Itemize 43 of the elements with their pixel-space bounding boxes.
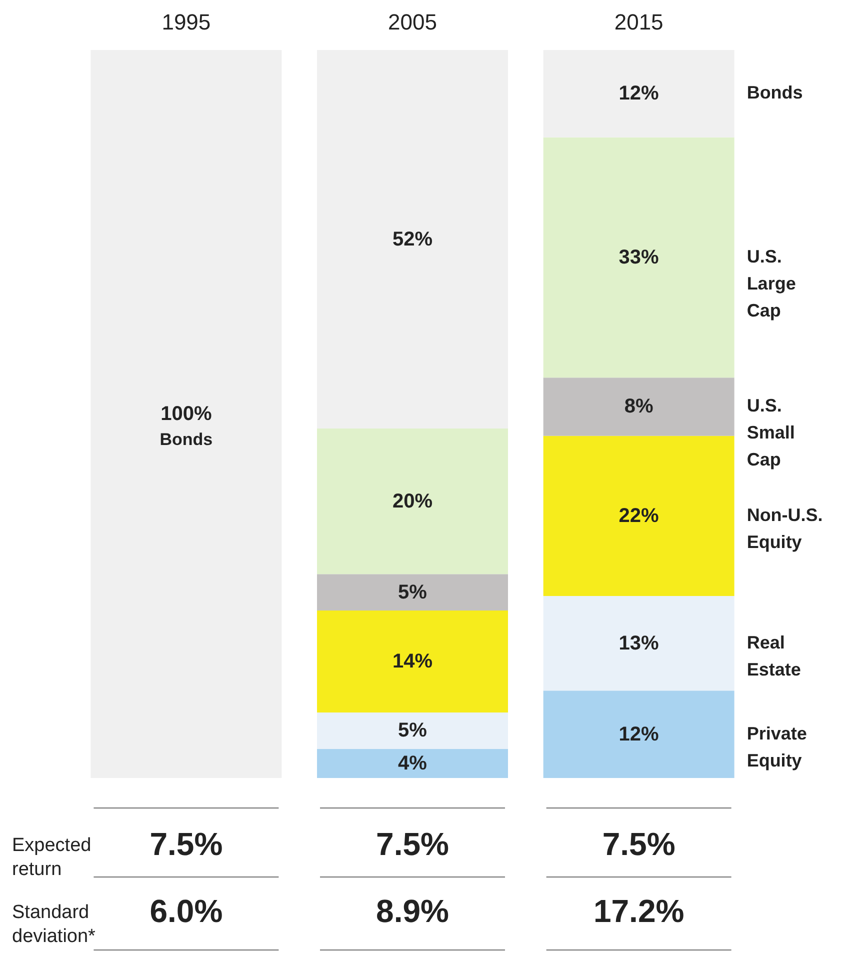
bar (543, 690, 734, 778)
series-label: U.S. Large Cap (746, 246, 796, 320)
data-label: 14% (392, 650, 433, 673)
text: 7.5% (376, 826, 449, 862)
text: 8.9% (376, 893, 449, 929)
data-label: 52% (392, 228, 433, 250)
data-label: 20% (392, 490, 433, 512)
series-label: U.S. Small Cap (746, 396, 795, 470)
series-label: Private Equity (746, 723, 807, 770)
bar (543, 596, 734, 691)
text: 7.5% (150, 826, 223, 862)
data-label: 5% (398, 581, 428, 604)
x-tick-label: 2015 (614, 10, 664, 34)
data-label: 33% (618, 246, 660, 268)
data-label: 22% (618, 504, 660, 527)
text: 17.2% (593, 893, 684, 929)
text: 7.5% (602, 826, 676, 862)
bar (317, 610, 508, 712)
text: Standard deviation* (12, 902, 96, 947)
bar (317, 748, 508, 778)
bar (317, 574, 508, 611)
x-tick-label: 2005 (388, 10, 437, 34)
bar (317, 428, 508, 574)
series-label: Real Estate (746, 632, 801, 680)
bar (543, 50, 734, 138)
text: Expected return (12, 835, 92, 880)
data-label: 13% (618, 632, 660, 654)
bar (543, 378, 734, 436)
data-label: 5% (398, 720, 428, 742)
series-label: Non-U.S. Equity (746, 504, 823, 552)
data-label: 100% (160, 403, 212, 425)
bar (543, 436, 734, 596)
data-label: 12% (618, 82, 660, 105)
data-label: 4% (398, 752, 428, 774)
text: 6.0% (150, 893, 223, 929)
series-label: Bonds (746, 82, 803, 103)
bar (317, 50, 508, 429)
bar (543, 137, 734, 378)
data-label: 12% (618, 723, 660, 746)
annotation: Bonds (160, 430, 213, 449)
bar (317, 712, 508, 749)
x-tick-label: 1995 (162, 10, 211, 34)
data-label: 8% (624, 396, 654, 418)
